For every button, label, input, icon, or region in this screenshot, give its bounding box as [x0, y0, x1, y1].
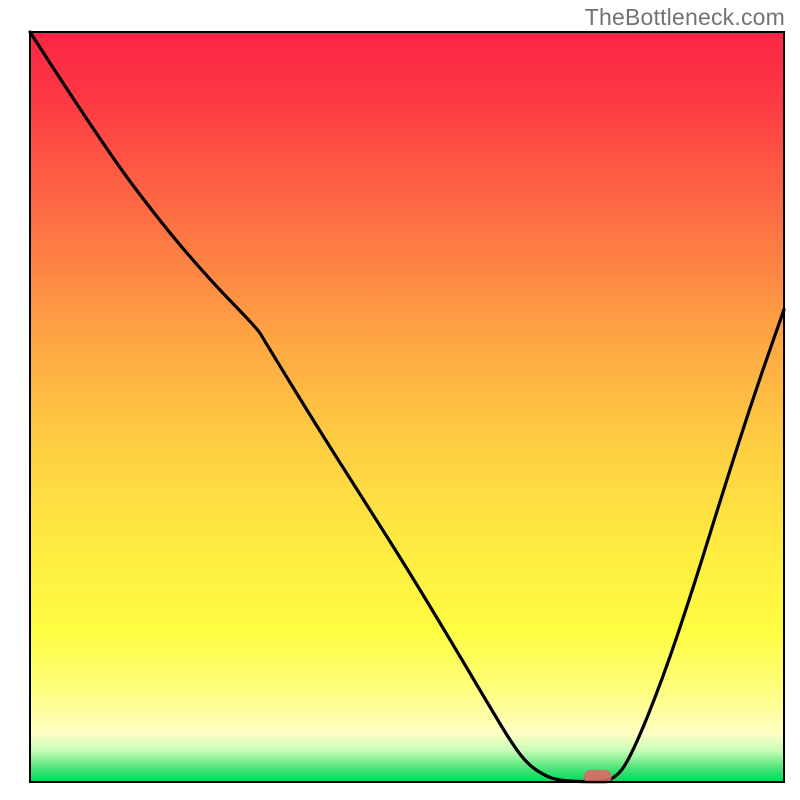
plot-background	[30, 32, 784, 782]
bottleneck-curve-chart	[0, 0, 800, 800]
watermark-text: TheBottleneck.com	[585, 4, 785, 31]
chart-container: TheBottleneck.com	[0, 0, 800, 800]
